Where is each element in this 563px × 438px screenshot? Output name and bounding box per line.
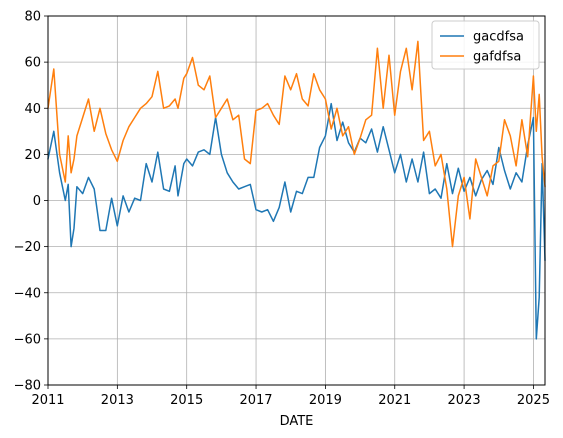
y-tick-label: 60: [24, 56, 41, 71]
tick-labels: 2011 2013 2015 2017 2019 2021 2023 2025 80 60 40 20…: [14, 10, 550, 409]
x-tick-label: 2025: [517, 393, 550, 408]
x-tick-label: 2013: [101, 393, 134, 408]
x-tick-label: 2017: [239, 393, 272, 408]
legend-box: [431, 20, 540, 70]
y-tick-label: −40: [14, 286, 41, 301]
x-tick-label: 2021: [378, 393, 411, 408]
y-tick-label: −80: [14, 379, 41, 394]
x-tick-label: 2011: [31, 393, 64, 408]
legend-label-gacdfsa: gacdfsa: [473, 30, 524, 45]
y-tick-label: 0: [33, 194, 41, 209]
legend: gacdfsa gafdfsa: [431, 20, 540, 70]
series-line-gafdfsa: [47, 40, 546, 248]
axis-ticks: [44, 15, 534, 389]
x-axis-title: DATE: [280, 414, 314, 429]
y-tick-label: 80: [24, 10, 41, 25]
x-tick-label: 2015: [170, 393, 203, 408]
legend-label-gafdfsa: gafdfsa: [473, 50, 521, 65]
y-tick-label: −60: [14, 332, 41, 347]
y-tick-label: 40: [24, 102, 41, 117]
series-lines: [47, 40, 546, 340]
series-line-gacdfsa: [47, 102, 546, 340]
y-tick-label: 20: [24, 148, 41, 163]
y-tick-label: −20: [14, 240, 41, 255]
x-tick-label: 2019: [309, 393, 342, 408]
x-tick-label: 2023: [448, 393, 481, 408]
